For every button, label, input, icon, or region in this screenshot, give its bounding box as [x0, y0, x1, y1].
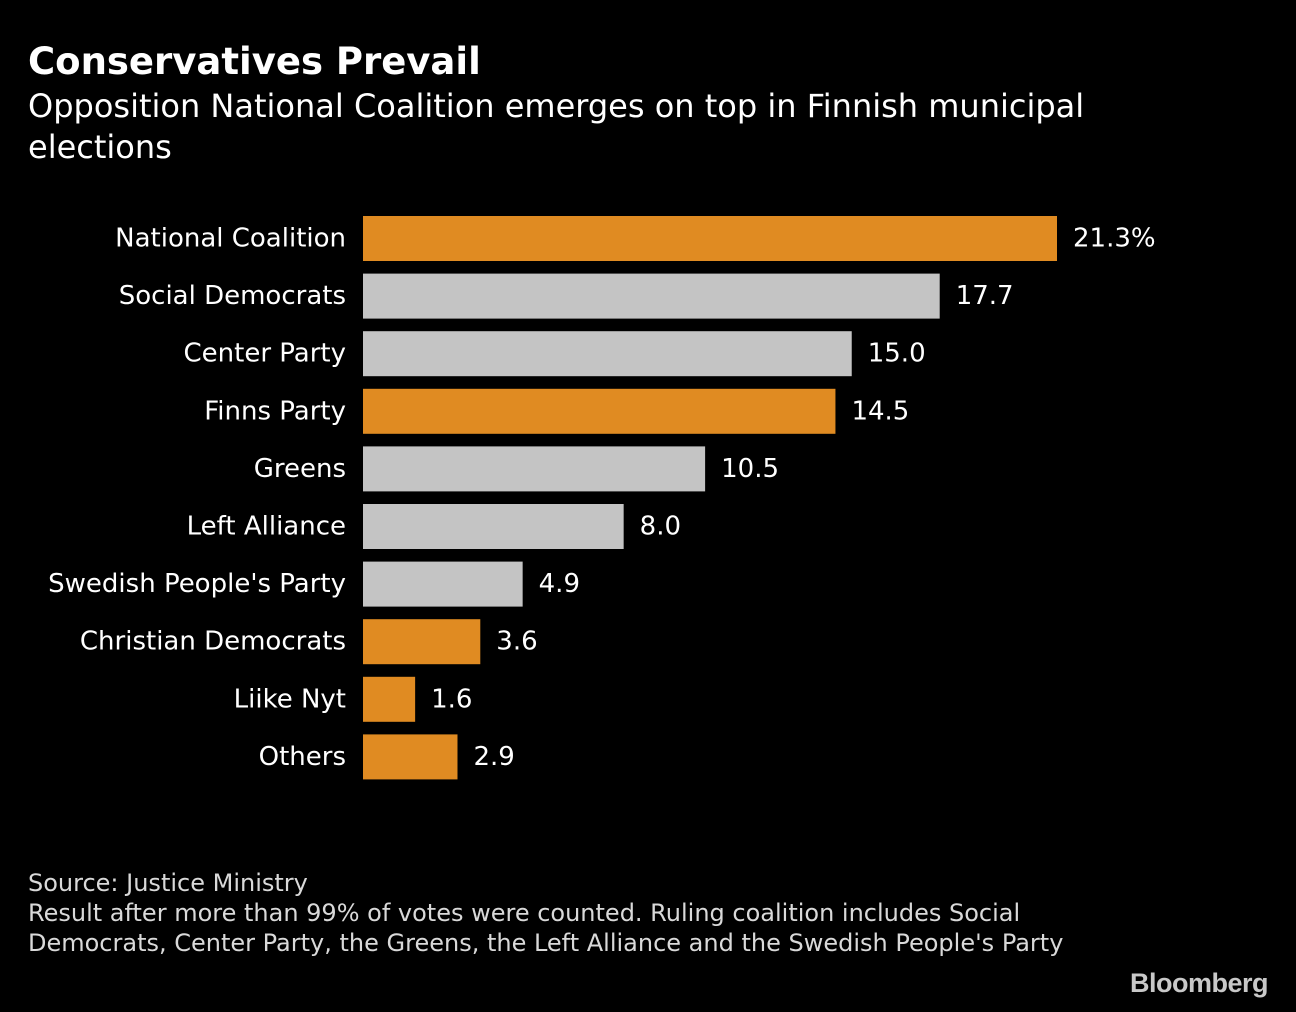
category-label-finns-party: Finns Party [204, 396, 346, 426]
bloomberg-logo: Bloomberg [1129, 968, 1269, 998]
bar-chart: National Coalition 21.3% Social Democrats 1… [48, 216, 1156, 780]
source-note: Source: Justice Ministry [28, 869, 308, 897]
category-label-left-alliance: Left Alliance [187, 512, 346, 542]
category-label-others: Others [259, 742, 346, 772]
chart-footer: Source: Justice Ministry Result after mo… [28, 868, 1088, 958]
category-label-center-party: Center Party [184, 339, 347, 369]
value-label-social-democrats: 17.7 [956, 281, 1014, 311]
bar-liike-nyt [363, 676, 416, 722]
category-label-liike-nyt: Liike Nyt [234, 684, 346, 714]
value-label-center-party: 15.0 [868, 339, 926, 369]
bar-national-coalition [363, 216, 1057, 261]
bar-greens [363, 446, 706, 492]
bar-social-democrats [363, 273, 940, 319]
chart-title: Conservatives Prevail [28, 40, 481, 83]
category-label-national-coalition: National Coalition [115, 224, 346, 254]
value-label-swedish-people-s-party: 4.9 [539, 569, 580, 599]
chart-subtitle: Opposition National Coalition emerges on… [28, 87, 1085, 166]
value-label-national-coalition: 21.3% [1073, 224, 1156, 254]
category-label-social-democrats: Social Democrats [119, 281, 346, 311]
bar-swedish-people-s-party [363, 561, 523, 607]
bar-left-alliance [363, 504, 624, 549]
bar-center-party [363, 331, 852, 377]
value-label-finns-party: 14.5 [851, 396, 909, 426]
category-label-greens: Greens [254, 454, 346, 484]
bar-others [363, 734, 458, 780]
bar-finns-party [363, 388, 836, 434]
value-label-left-alliance: 8.0 [640, 512, 681, 542]
category-label-swedish-people-s-party: Swedish People's Party [48, 569, 346, 599]
value-label-others: 2.9 [473, 742, 514, 772]
value-label-christian-democrats: 3.6 [496, 627, 537, 657]
value-label-greens: 10.5 [721, 454, 779, 484]
value-label-liike-nyt: 1.6 [431, 684, 472, 714]
footnote: Result after more than 99% of votes were… [28, 899, 1064, 957]
category-label-christian-democrats: Christian Democrats [80, 627, 346, 657]
bar-christian-democrats [363, 619, 481, 665]
